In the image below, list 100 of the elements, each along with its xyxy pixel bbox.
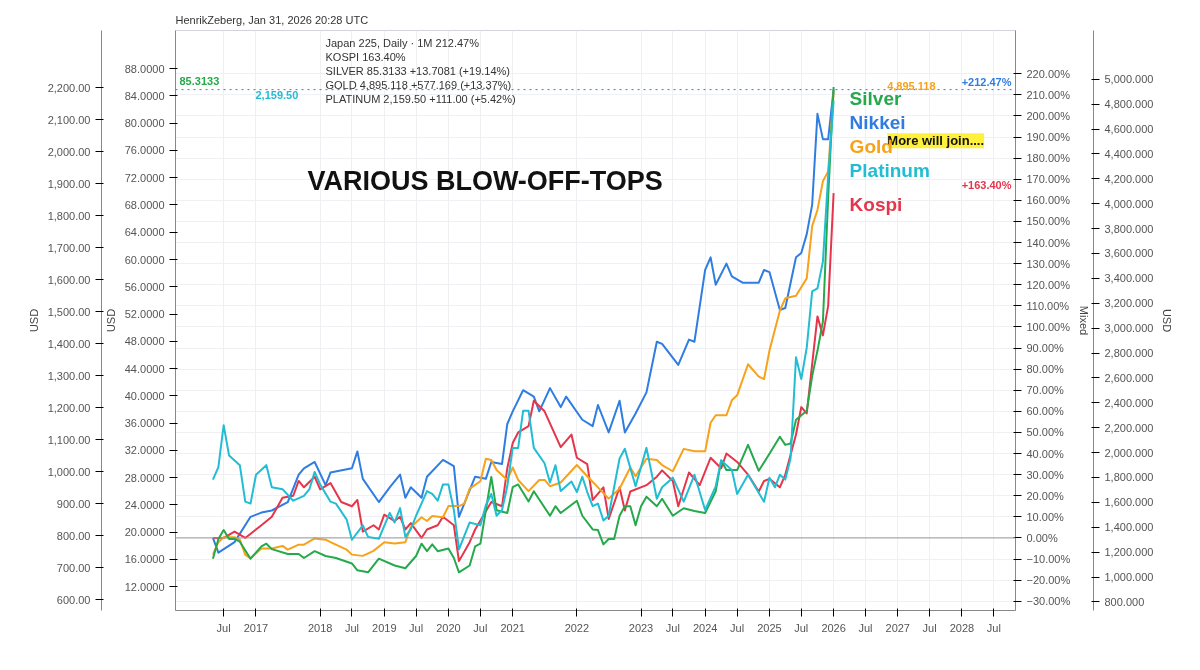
y-tick-label: −20.00% bbox=[1026, 574, 1071, 587]
y2-tick-label: 16.0000 bbox=[124, 553, 165, 566]
y-tick-label: 1,800.00 bbox=[47, 209, 91, 222]
y-tick-label: 1,400.00 bbox=[47, 337, 91, 350]
y2-tick-label: 2,000.000 bbox=[1104, 446, 1154, 459]
y2-tick-label: 1,400.000 bbox=[1104, 521, 1154, 534]
y-tick-label: 900.00 bbox=[56, 497, 91, 510]
y2-axis-title: USD bbox=[104, 308, 117, 333]
y2-tick-label: 88.0000 bbox=[124, 62, 165, 75]
y-tick-label: 60.00% bbox=[1026, 405, 1065, 418]
y2-tick-label: 28.0000 bbox=[124, 471, 165, 484]
x-tick-label: 2017 bbox=[243, 621, 269, 634]
y-tick-label: 800.00 bbox=[56, 529, 91, 542]
y2-tick-label: 2,600.000 bbox=[1104, 371, 1154, 384]
y-tick-label: 120.00% bbox=[1026, 278, 1071, 291]
annotation: GOLD 4,895.118 +577.169 (+13.37%) bbox=[325, 78, 512, 91]
y-tick-label: 150.00% bbox=[1026, 215, 1071, 228]
text: VARIOUS BLOW-OFF-TOPS bbox=[307, 166, 663, 197]
x-tick-label: 2024 bbox=[692, 621, 718, 634]
y2-tick-label: 44.0000 bbox=[124, 362, 165, 375]
y2-tick-label: 1,600.000 bbox=[1104, 496, 1154, 509]
y-tick-label: 2,200.00 bbox=[47, 81, 91, 94]
x-tick-label: Jul bbox=[922, 621, 937, 634]
y2-tick-label: 48.0000 bbox=[124, 335, 165, 348]
annotation: PLATINUM 2,159.50 +111.00 (+5.42%) bbox=[325, 92, 516, 105]
x-tick-label: 2018 bbox=[307, 621, 333, 634]
annotation: 85.3133 bbox=[179, 74, 220, 87]
y-tick-label: 1,100.00 bbox=[47, 433, 91, 446]
x-tick-label: 2023 bbox=[628, 621, 654, 634]
x-tick-label: 2026 bbox=[821, 621, 846, 634]
y-tick-label: 80.00% bbox=[1026, 363, 1065, 376]
y-axis-title: Mixed bbox=[1078, 305, 1091, 336]
y-tick-label: 1,900.00 bbox=[47, 177, 91, 190]
y2-tick-label: 1,800.000 bbox=[1104, 471, 1154, 484]
y2-tick-label: 1,200.000 bbox=[1104, 546, 1154, 559]
y2-tick-label: 12.0000 bbox=[124, 580, 165, 593]
x-tick-label: Jul bbox=[665, 621, 680, 634]
y-tick-label: 30.00% bbox=[1026, 468, 1065, 481]
series-label: Kospi bbox=[849, 194, 903, 216]
y-tick-label: 600.00 bbox=[56, 593, 91, 606]
y-tick-label: 1,000.00 bbox=[47, 465, 91, 478]
y-tick-label: 200.00% bbox=[1026, 109, 1071, 122]
annotation: SILVER 85.3133 +13.7081 (+19.14%) bbox=[325, 64, 510, 77]
y-tick-label: 40.00% bbox=[1026, 447, 1065, 460]
x-tick-label: Jul bbox=[409, 621, 424, 634]
y-tick-label: 20.00% bbox=[1026, 489, 1065, 502]
y2-tick-label: 1,000.000 bbox=[1104, 571, 1154, 584]
x-tick-label: Jul bbox=[986, 621, 1001, 634]
y2-tick-label: 72.0000 bbox=[124, 171, 165, 184]
y2-tick-label: 24.0000 bbox=[124, 498, 165, 511]
y2-tick-label: 52.0000 bbox=[124, 308, 165, 321]
y-tick-label: 10.00% bbox=[1026, 510, 1065, 523]
annotation: Japan 225, Daily · 1M 212.47% bbox=[325, 36, 480, 49]
x-tick-label: Jul bbox=[473, 621, 488, 634]
y2-tick-label: 4,200.000 bbox=[1104, 172, 1154, 185]
annotation: +163.40% bbox=[961, 179, 1012, 192]
y-tick-label: 50.00% bbox=[1026, 426, 1065, 439]
y2-tick-label: 20.0000 bbox=[124, 526, 165, 539]
y2-tick-label: 2,800.000 bbox=[1104, 347, 1154, 360]
y2-tick-label: 3,400.000 bbox=[1104, 272, 1154, 285]
x-tick-label: 2021 bbox=[500, 621, 525, 634]
y-tick-label: 70.00% bbox=[1026, 384, 1065, 397]
y-tick-label: −10.00% bbox=[1026, 553, 1071, 566]
y-tick-label: 220.00% bbox=[1026, 67, 1071, 80]
x-tick-label: Jul bbox=[730, 621, 745, 634]
x-tick-label: 2019 bbox=[372, 621, 397, 634]
x-tick-label: 2028 bbox=[949, 621, 975, 634]
y-tick-label: 0.00% bbox=[1026, 531, 1058, 544]
x-tick-label: 2020 bbox=[436, 621, 461, 634]
y-tick-label: 100.00% bbox=[1026, 320, 1071, 333]
y-tick-label: 2,000.00 bbox=[47, 145, 91, 158]
y-tick-label: 170.00% bbox=[1026, 173, 1071, 186]
y-tick-label: −30.00% bbox=[1026, 595, 1071, 608]
y-tick-label: 1,300.00 bbox=[47, 369, 91, 382]
x-tick-label: Jul bbox=[344, 621, 359, 634]
y2-tick-label: 4,800.000 bbox=[1104, 98, 1154, 111]
series-label: Nikkei bbox=[849, 112, 906, 134]
y-tick-label: 2,100.00 bbox=[47, 113, 91, 126]
y-tick-label: 700.00 bbox=[56, 561, 91, 574]
y2-tick-label: 3,200.000 bbox=[1104, 297, 1154, 310]
y-tick-label: 90.00% bbox=[1026, 342, 1065, 355]
y-tick-label: 160.00% bbox=[1026, 194, 1071, 207]
y-tick-label: 180.00% bbox=[1026, 152, 1071, 165]
y2-tick-label: 3,600.000 bbox=[1104, 247, 1154, 260]
y2-tick-label: 3,800.000 bbox=[1104, 222, 1154, 235]
series-label: Platinum bbox=[849, 160, 930, 182]
y2-tick-label: 800.000 bbox=[1104, 595, 1145, 608]
y2-tick-label: 76.0000 bbox=[124, 144, 165, 157]
x-tick-label: 2022 bbox=[564, 621, 590, 634]
y-tick-label: 110.00% bbox=[1026, 299, 1070, 312]
x-tick-label: Jul bbox=[858, 621, 873, 634]
y2-tick-label: 4,400.000 bbox=[1104, 147, 1154, 160]
y2-tick-label: 32.0000 bbox=[124, 444, 165, 457]
y2-tick-label: 84.0000 bbox=[124, 89, 165, 102]
y-tick-label: 1,500.00 bbox=[47, 305, 91, 318]
y2-axis-title: USD bbox=[1161, 308, 1174, 333]
y2-tick-label: 36.0000 bbox=[124, 417, 165, 430]
y2-tick-label: 64.0000 bbox=[124, 226, 165, 239]
y2-tick-label: 2,400.000 bbox=[1104, 396, 1154, 409]
y-tick-label: 190.00% bbox=[1026, 131, 1071, 144]
